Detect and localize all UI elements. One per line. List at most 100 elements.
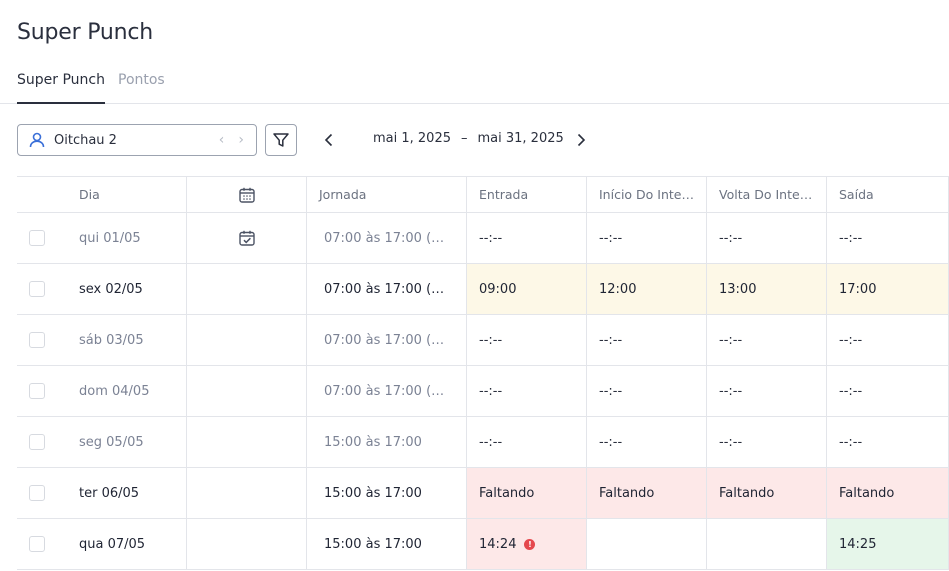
jornada-text: 15:00 às 17:00 <box>324 536 422 552</box>
day-cell: dom 04/05 <box>67 366 187 416</box>
row-checkbox[interactable] <box>29 281 45 297</box>
alert-icon[interactable]: ! <box>524 538 536 550</box>
volta-cell[interactable]: --:-- <box>707 366 827 416</box>
calendar-cell <box>187 468 307 518</box>
date-range[interactable]: mai 1, 2025 – mai 31, 2025 <box>373 131 564 146</box>
saida-cell[interactable]: 17:00 <box>827 264 949 314</box>
day-cell: seg 05/05 <box>67 417 187 467</box>
chevron-right-icon <box>577 133 586 147</box>
next-period-button[interactable] <box>572 131 590 149</box>
table-row[interactable]: qui 01/05 07:00 às 17:00 (Semana) --:-- … <box>17 213 949 264</box>
jornada-text: 15:00 às 17:00 <box>324 485 422 501</box>
entrada-cell[interactable]: 14:24 ! <box>467 519 587 569</box>
entrada-cell[interactable]: --:-- <box>467 417 587 467</box>
chevron-left-icon <box>324 133 333 147</box>
volta-cell[interactable]: --:-- <box>707 315 827 365</box>
row-check-cell <box>17 468 67 518</box>
inicio-cell[interactable]: --:-- <box>587 213 707 263</box>
calendar-cell <box>187 417 307 467</box>
table-row[interactable]: sáb 03/05 07:00 às 17:00 (Semana) --:-- … <box>17 315 949 366</box>
calendar-cell <box>187 213 307 263</box>
filter-button[interactable] <box>265 124 297 156</box>
saida-cell[interactable]: --:-- <box>827 315 949 365</box>
jornada-cell: 07:00 às 17:00 (Semana) <box>307 264 467 314</box>
inicio-cell[interactable]: --:-- <box>587 366 707 416</box>
employee-select[interactable]: Oitchau 2 ‹ › <box>17 124 257 156</box>
table-row[interactable]: dom 04/05 07:00 às 17:00 (Semana) --:-- … <box>17 366 949 417</box>
saida-cell[interactable]: --:-- <box>827 417 949 467</box>
table-row[interactable]: qua 07/05 15:00 às 17:00 14:24 ! 14:25 <box>17 519 949 570</box>
tab-super-punch[interactable]: Super Punch <box>17 72 105 104</box>
row-check-cell <box>17 213 67 263</box>
saida-cell[interactable]: --:-- <box>827 366 949 416</box>
table-row[interactable]: sex 02/05 07:00 às 17:00 (Semana) 09:00 … <box>17 264 949 315</box>
volta-cell[interactable]: Faltando <box>707 468 827 518</box>
jornada-cell: 07:00 às 17:00 (Semana) <box>307 315 467 365</box>
row-checkbox[interactable] <box>29 383 45 399</box>
jornada-text: 07:00 às 17:00 (Semana) <box>324 332 452 348</box>
volta-cell[interactable]: --:-- <box>707 213 827 263</box>
row-checkbox[interactable] <box>29 434 45 450</box>
header-inicio-label: Início Do Intervalo <box>599 187 697 202</box>
row-check-cell <box>17 366 67 416</box>
tab-bar: Super Punch Pontos <box>0 68 949 104</box>
calendar-cell <box>187 264 307 314</box>
inicio-cell[interactable]: 12:00 <box>587 264 707 314</box>
header-entrada[interactable]: Entrada <box>467 177 587 212</box>
inicio-cell[interactable] <box>587 519 707 569</box>
jornada-cell: 15:00 às 17:00 <box>307 519 467 569</box>
entrada-cell[interactable]: Faltando <box>467 468 587 518</box>
day-cell: ter 06/05 <box>67 468 187 518</box>
volta-cell[interactable] <box>707 519 827 569</box>
inicio-cell[interactable]: --:-- <box>587 417 707 467</box>
volta-cell[interactable]: --:-- <box>707 417 827 467</box>
entrada-cell[interactable]: --:-- <box>467 213 587 263</box>
header-calendar <box>187 177 307 212</box>
saida-cell[interactable]: Faltando <box>827 468 949 518</box>
row-check-cell <box>17 519 67 569</box>
header-inicio-intervalo[interactable]: Início Do Intervalo <box>587 177 707 212</box>
saida-cell[interactable]: 14:25 <box>827 519 949 569</box>
employee-name: Oitchau 2 <box>54 132 117 148</box>
calendar-icon <box>238 187 255 203</box>
previous-period-button[interactable] <box>320 131 338 149</box>
entrada-cell[interactable]: --:-- <box>467 366 587 416</box>
jornada-text: 07:00 às 17:00 (Semana) <box>324 230 452 246</box>
tab-pontos[interactable]: Pontos <box>118 72 165 88</box>
date-start: mai 1, 2025 <box>373 131 451 146</box>
row-checkbox[interactable] <box>29 536 45 552</box>
entrada-cell[interactable]: 09:00 <box>467 264 587 314</box>
entrada-cell[interactable]: --:-- <box>467 315 587 365</box>
header-day[interactable]: Dia <box>67 177 187 212</box>
inicio-cell[interactable]: Faltando <box>587 468 707 518</box>
user-icon <box>29 132 45 148</box>
header-check-cell <box>17 177 67 212</box>
calendar-cell <box>187 366 307 416</box>
day-cell: qua 07/05 <box>67 519 187 569</box>
volta-cell[interactable]: 13:00 <box>707 264 827 314</box>
row-checkbox[interactable] <box>29 485 45 501</box>
date-end: mai 31, 2025 <box>477 131 564 146</box>
calendar-check-icon[interactable] <box>238 229 256 247</box>
header-jornada[interactable]: Jornada <box>307 177 467 212</box>
day-cell: sex 02/05 <box>67 264 187 314</box>
inicio-cell[interactable]: --:-- <box>587 315 707 365</box>
calendar-cell <box>187 519 307 569</box>
saida-cell[interactable]: --:-- <box>827 213 949 263</box>
jornada-cell: 15:00 às 17:00 <box>307 468 467 518</box>
row-checkbox[interactable] <box>29 230 45 246</box>
header-saida[interactable]: Saída <box>827 177 949 212</box>
row-checkbox[interactable] <box>29 332 45 348</box>
punch-table: Dia Jornada Entrada Início Do Intervalo … <box>17 176 949 570</box>
table-row[interactable]: ter 06/05 15:00 às 17:00 Faltando Faltan… <box>17 468 949 519</box>
jornada-cell: 07:00 às 17:00 (Semana) <box>307 213 467 263</box>
header-volta-intervalo[interactable]: Volta Do Intervalo <box>707 177 827 212</box>
entrada-value: 14:24 <box>479 536 517 552</box>
table-row[interactable]: seg 05/05 15:00 às 17:00 --:-- --:-- --:… <box>17 417 949 468</box>
calendar-cell <box>187 315 307 365</box>
header-volta-label: Volta Do Intervalo <box>719 187 817 202</box>
next-employee-icon[interactable]: › <box>238 132 244 148</box>
previous-employee-icon[interactable]: ‹ <box>218 132 225 148</box>
jornada-cell: 07:00 às 17:00 (Semana) <box>307 366 467 416</box>
jornada-cell: 15:00 às 17:00 <box>307 417 467 467</box>
